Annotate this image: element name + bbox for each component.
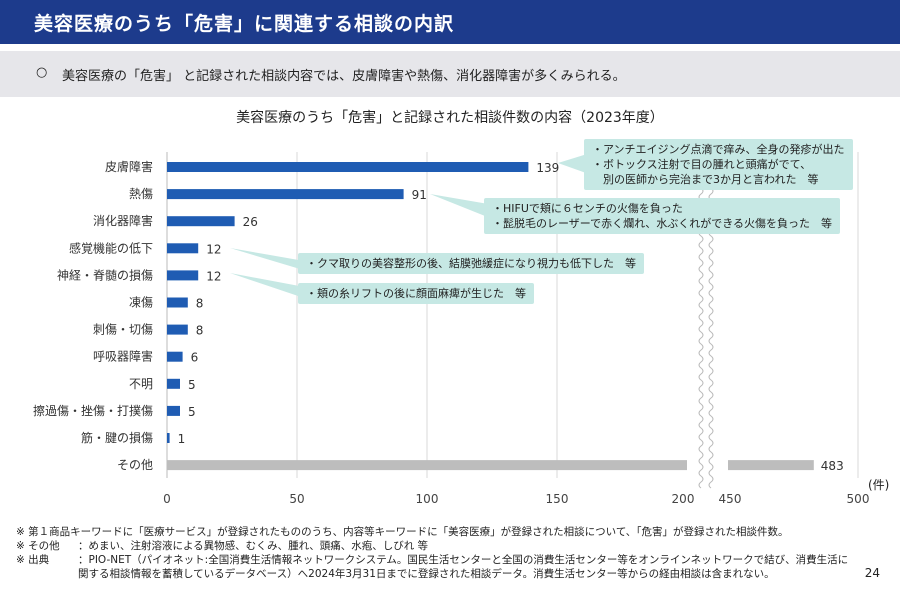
x-tick-label: 500 [847, 492, 870, 506]
bar [167, 433, 170, 443]
data-label: 5 [188, 405, 196, 419]
category-label: その他 [117, 458, 153, 472]
data-label: 139 [536, 161, 559, 175]
category-label: 筋・腱の損傷 [81, 430, 153, 445]
x-tick-label: 50 [289, 492, 304, 506]
bar [167, 297, 188, 308]
footnote: ※ 第１商品キーワードに「医療サービス」が登録されたもののうち、内容等キーワード… [16, 525, 856, 539]
callout-line: ・HIFUで頬に６センチの火傷を負った [492, 202, 683, 215]
footnote: ※ 出典 ：PIO-NET（パイオネット:全国消費生活情報ネットワークシステム。… [16, 553, 856, 581]
data-label: 26 [243, 215, 258, 229]
footnotes: ※ 第１商品キーワードに「医療サービス」が登録されたもののうち、内容等キーワード… [16, 525, 856, 581]
footnote-text: ※ 第１商品キーワードに「医療サービス」が登録されたもののうち、内容等キーワード… [16, 526, 789, 538]
unit-label: (件) [868, 478, 890, 492]
footnote-text: ：PIO-NET（パイオネット:全国消費生活情報ネットワークシステム。国民生活セ… [78, 554, 849, 580]
footnote-mark: ※ その他 [16, 540, 60, 552]
header-bar: 美容医療のうち「危害」に関連する相談の内訳 [0, 0, 900, 44]
category-label: 感覚機能の低下 [69, 240, 153, 255]
footnote-mark: ※ 出典 [16, 554, 50, 566]
x-tick-label: 100 [416, 492, 439, 506]
callout-line: ・ボトックス注射で目の腫れと頭痛がでて、 [592, 158, 812, 171]
bar [167, 243, 199, 254]
category-label: 呼吸器障害 [93, 349, 153, 364]
x-tick-label: 450 [719, 492, 742, 506]
data-label: 1 [178, 432, 186, 446]
bar [167, 189, 404, 200]
data-label: 8 [196, 297, 204, 311]
page-title: 美容医療のうち「危害」に関連する相談の内訳 [34, 13, 455, 35]
summary-bullet: ○ [36, 65, 48, 80]
page-number: 24 [864, 566, 880, 580]
bar [167, 405, 180, 416]
data-label: 6 [191, 351, 199, 365]
summary-text: 美容医療の「危害」 と記録された相談内容では、皮膚障害や熱傷、消化器障害が多くみ… [62, 69, 626, 84]
bar [167, 351, 183, 362]
callout-line: ・髭脱毛のレーザーで赤く爛れ、水ぶくれができる火傷を負った 等 [492, 217, 833, 230]
data-label: 91 [412, 188, 427, 202]
x-tick-label: 200 [672, 492, 695, 506]
summary-box: ○ 美容医療の「危害」 と記録された相談内容では、皮膚障害や熱傷、消化器障害が多… [0, 51, 900, 97]
footnote: ※ その他 ：めまい、注射溶液による異物感、むくみ、腫れ、頭痛、水疱、しびれ 等 [16, 539, 856, 553]
bar [167, 216, 235, 227]
bar [728, 460, 814, 471]
category-label: 皮膚障害 [105, 159, 153, 174]
bar [167, 460, 687, 471]
data-label: 5 [188, 378, 196, 392]
callout-pointer [230, 248, 310, 272]
category-label: 擦過傷・挫傷・打撲傷 [33, 403, 153, 418]
category-label: 消化器障害 [93, 213, 153, 228]
callout-skin: ・アンチエイジング点滴で痒み、全身の発疹が出た ・ボトックス注射で目の腫れと頭痛… [584, 139, 853, 190]
data-label: 12 [206, 242, 221, 256]
category-label: 熱傷 [129, 186, 153, 201]
category-label: 神経・脊髄の損傷 [57, 267, 153, 282]
bar [167, 270, 199, 281]
bar [167, 378, 180, 389]
data-label: 8 [196, 324, 204, 338]
data-label: 483 [821, 459, 844, 473]
x-tick-label: 150 [546, 492, 569, 506]
x-tick-label: 0 [163, 492, 171, 506]
bar [167, 324, 188, 335]
footnote-text: ：めまい、注射溶液による異物感、むくみ、腫れ、頭痛、水疱、しびれ 等 [78, 540, 429, 552]
callout-nerve: ・頬の糸リフトの後に顔面麻痺が生じた 等 [298, 283, 534, 304]
callout-pointer [230, 273, 310, 300]
callout-line: ・アンチエイジング点滴で痒み、全身の発疹が出た [592, 143, 845, 156]
callout-pointer [430, 194, 500, 222]
callout-line: ・頬の糸リフトの後に顔面麻痺が生じた 等 [306, 287, 526, 300]
callout-burn: ・HIFUで頬に６センチの火傷を負った ・髭脱毛のレーザーで赤く爛れ、水ぶくれが… [484, 198, 841, 234]
chart-title: 美容医療のうち「危害」と記録された相談件数の内容（2023年度） [236, 110, 664, 126]
bar-chart: 0 50 100 150 200 450 500 皮膚障害 139 熱傷 91 消化器障害 26 感覚機能… [33, 150, 870, 506]
bar [167, 162, 529, 172]
callout-line: 別の医師から完治まで3か月と言われた 等 [592, 173, 819, 186]
category-label: 凍傷 [129, 295, 153, 310]
data-label: 12 [206, 269, 221, 283]
category-label: 不明 [129, 377, 153, 391]
callout-sensory: ・クマ取りの美容整形の後、結膜弛緩症になり視力も低下した 等 [298, 253, 644, 274]
callout-line: ・クマ取りの美容整形の後、結膜弛緩症になり視力も低下した 等 [306, 257, 636, 270]
category-label: 刺傷・切傷 [93, 322, 153, 337]
